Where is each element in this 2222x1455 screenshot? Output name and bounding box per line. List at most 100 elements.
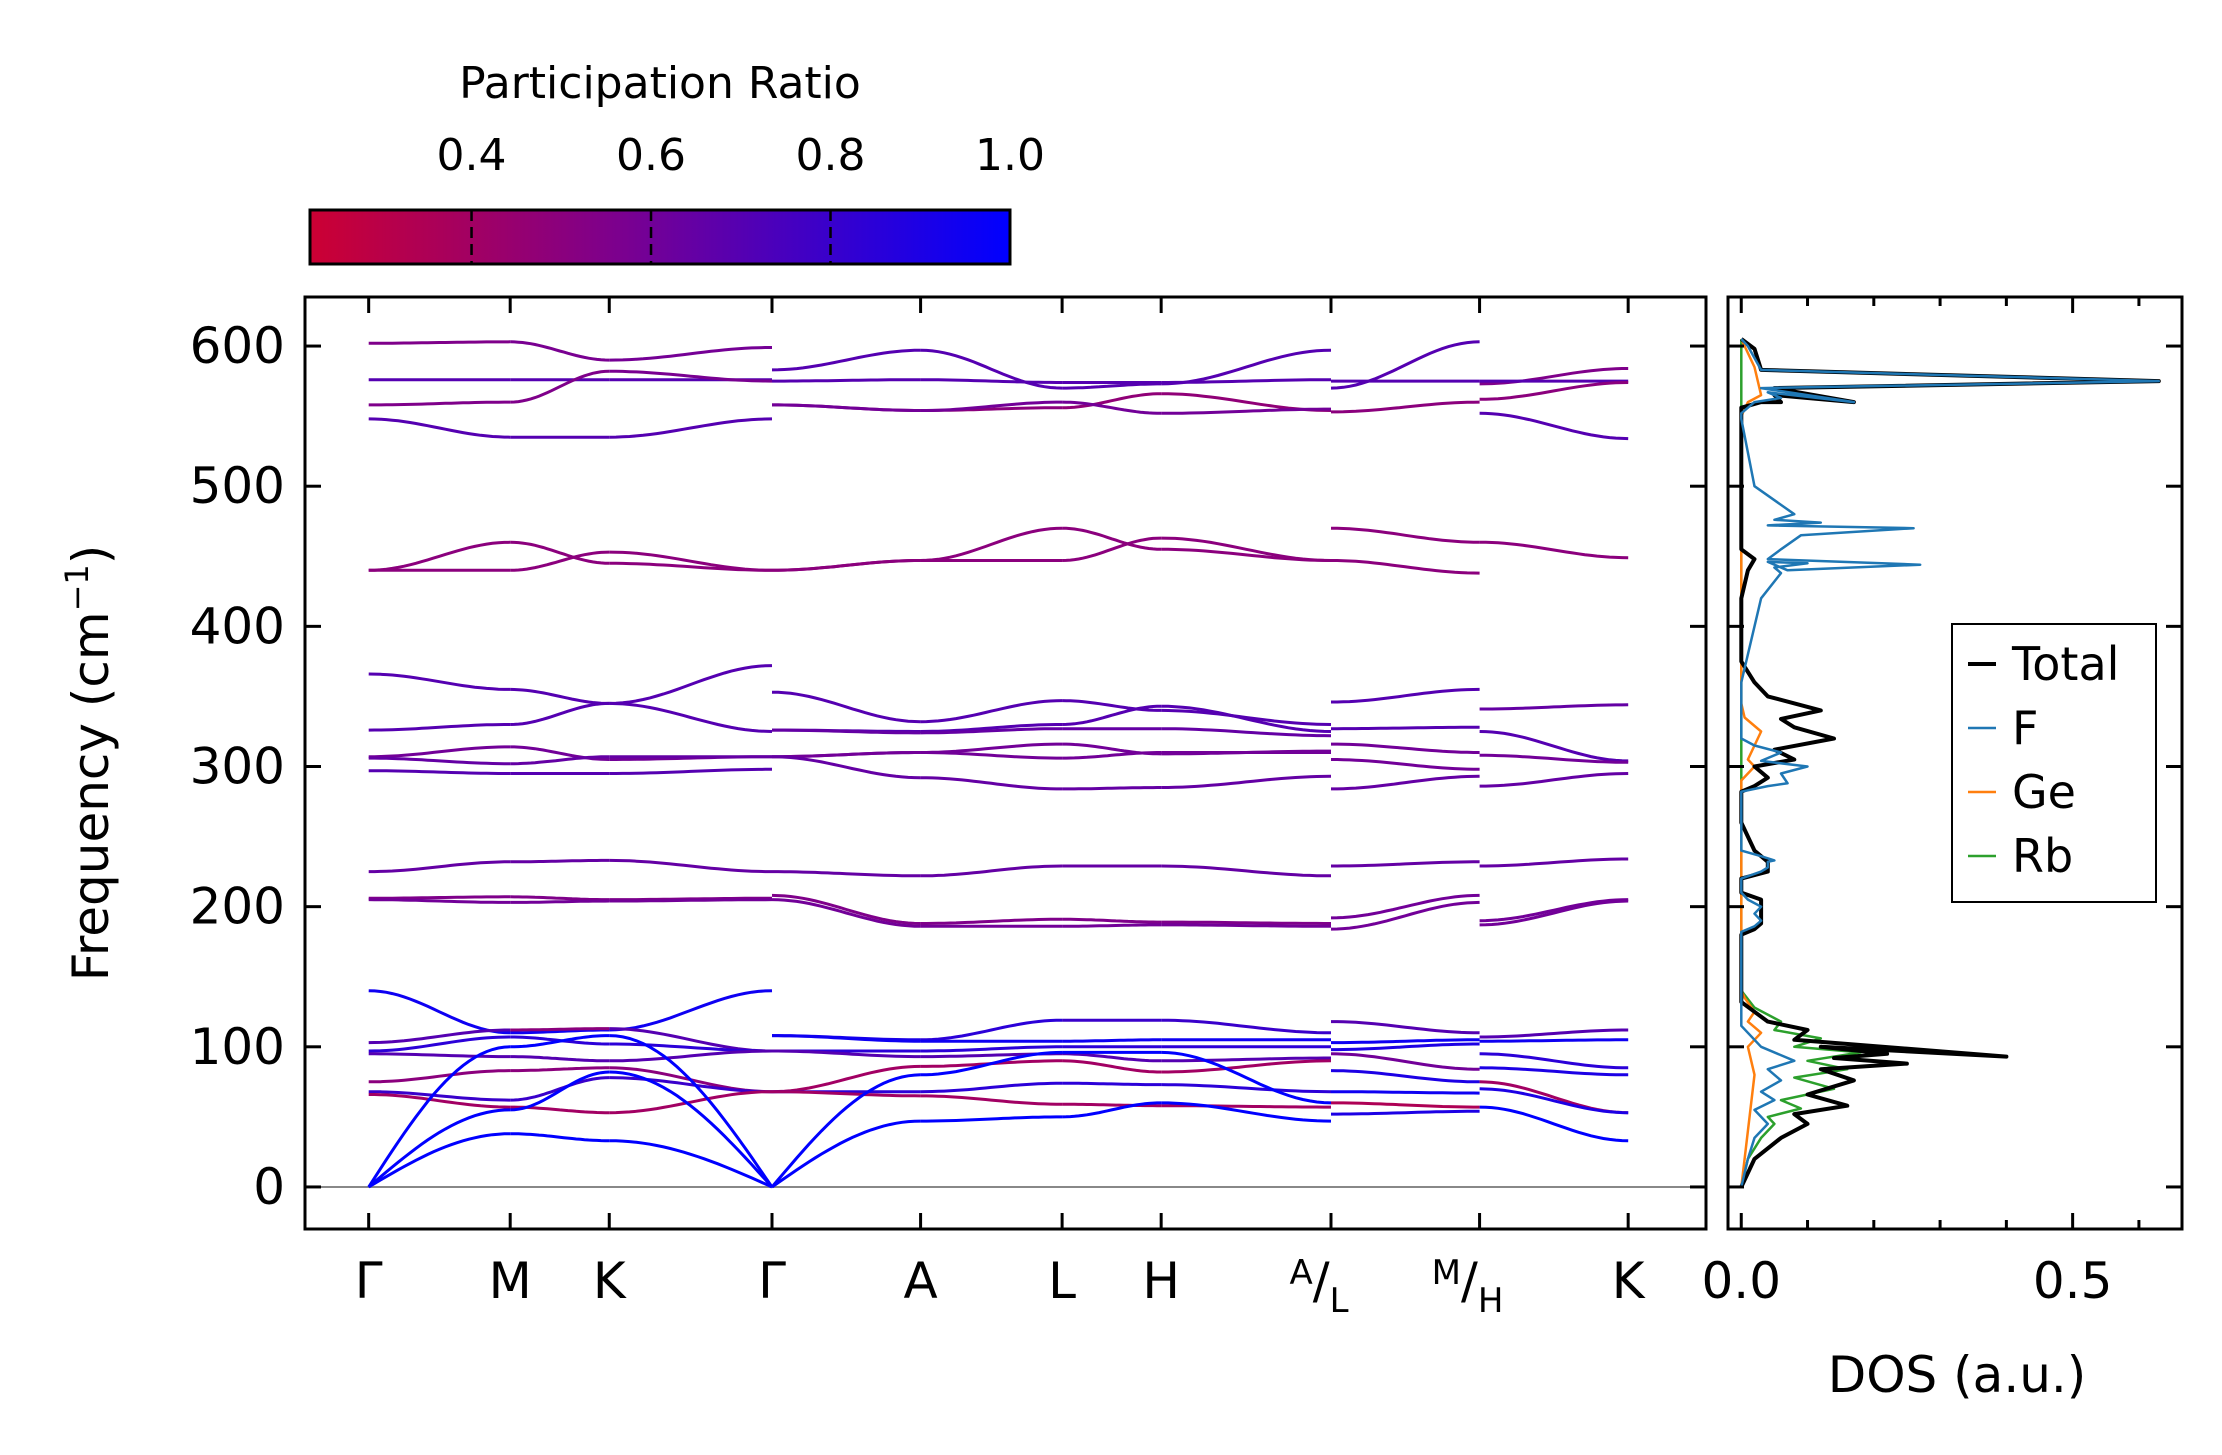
colorbar-gradient bbox=[308, 208, 1012, 266]
band-b45-seg-1 bbox=[510, 899, 610, 904]
band-b65-seg-3 bbox=[1161, 1018, 1332, 1035]
band-b3-seg-2 bbox=[609, 369, 773, 383]
band-b43-seg-1 bbox=[510, 858, 610, 864]
colorbar-tick-label: 0.6 bbox=[616, 130, 686, 181]
legend-entry-total: Total bbox=[1968, 637, 2119, 691]
band-b69-seg-3 bbox=[1161, 1059, 1332, 1074]
band-b73-seg-2 bbox=[1062, 1101, 1162, 1119]
band-b79 bbox=[1331, 1090, 1480, 1095]
band-b9 bbox=[1330, 340, 1480, 390]
band-b78-seg-0 bbox=[1330, 1069, 1480, 1084]
band-b16-seg-0 bbox=[368, 540, 511, 572]
band-b36-seg-0 bbox=[1331, 742, 1480, 754]
band-b81 bbox=[1331, 1109, 1480, 1116]
band-b47-seg-0 bbox=[771, 893, 921, 925]
band-b69-seg-2 bbox=[1062, 1059, 1162, 1074]
band-b62-seg-1 bbox=[510, 1034, 610, 1049]
band-b44-seg-1 bbox=[510, 895, 610, 902]
band-b23-seg-0 bbox=[368, 672, 511, 691]
band-b82-seg-0 bbox=[1479, 1028, 1629, 1039]
colorbar-tick-label: 1.0 bbox=[975, 130, 1045, 181]
band-b27-seg-0 bbox=[368, 769, 511, 775]
dos-series-f bbox=[1740, 338, 2161, 1188]
band-b70 bbox=[772, 1081, 1332, 1094]
band-b56-seg-0 bbox=[368, 1028, 511, 1045]
band-b4 bbox=[368, 417, 773, 439]
band-b20 bbox=[1330, 526, 1480, 544]
band-b55 bbox=[368, 989, 773, 1035]
band-b1-seg-0 bbox=[368, 340, 511, 345]
band-b65 bbox=[772, 1018, 1332, 1042]
band-b46-seg-1 bbox=[920, 864, 1063, 878]
x-tick-label: K bbox=[1612, 1252, 1646, 1310]
band-b66-seg-0 bbox=[772, 1034, 921, 1043]
band-b52 bbox=[1479, 857, 1629, 868]
band-b78 bbox=[1330, 1069, 1480, 1084]
band-b45-seg-2 bbox=[609, 898, 773, 903]
band-b32-seg-0 bbox=[772, 751, 921, 759]
band-b67 bbox=[772, 1045, 1331, 1053]
band-b12-seg-0 bbox=[1479, 367, 1629, 386]
band-b52-seg-0 bbox=[1479, 857, 1629, 868]
band-b73 bbox=[771, 1101, 1332, 1189]
band-b32-seg-2 bbox=[1062, 751, 1162, 760]
band-b7-seg-2 bbox=[1062, 392, 1162, 410]
band-b19 bbox=[772, 536, 1332, 572]
band-b61-seg-2 bbox=[609, 1090, 772, 1115]
band-b37 bbox=[1331, 758, 1480, 771]
band-b23-seg-1 bbox=[510, 687, 610, 705]
band-b72-seg-0 bbox=[770, 1073, 921, 1188]
dos-x-axis-title: DOS (a.u.) bbox=[1828, 1346, 2087, 1404]
band-b26 bbox=[368, 755, 772, 766]
band-b24-seg-2 bbox=[609, 701, 773, 733]
band-b84-seg-0 bbox=[1479, 1052, 1629, 1070]
band-b70-seg-3 bbox=[1161, 1083, 1332, 1094]
band-b30-seg-0 bbox=[772, 728, 921, 735]
band-b29-seg-2 bbox=[1062, 704, 1162, 726]
band-b48-seg-3 bbox=[1161, 923, 1331, 928]
band-b71-seg-1 bbox=[920, 1094, 1063, 1106]
colorbar-tick-label: 0.8 bbox=[796, 130, 866, 181]
band-b74-seg-0 bbox=[1331, 1020, 1480, 1035]
band-b64 bbox=[367, 1132, 773, 1189]
band-b46-seg-3 bbox=[1161, 864, 1331, 878]
y-tick-label: 0 bbox=[253, 1158, 285, 1216]
colorbar-title: Participation Ratio bbox=[459, 58, 861, 109]
band-b34-seg-0 bbox=[1331, 687, 1480, 704]
dos-panel: 0.0 0.5 DOS (a.u.) Total F Ge Rb bbox=[1701, 295, 2184, 1404]
band-b29-seg-1 bbox=[920, 723, 1063, 733]
band-b12 bbox=[1479, 367, 1629, 386]
band-b72-seg-1 bbox=[920, 1050, 1063, 1077]
band-b38-seg-0 bbox=[1331, 774, 1480, 791]
band-b1 bbox=[368, 340, 772, 362]
band-b3-seg-0 bbox=[368, 400, 511, 407]
band-b79-seg-0 bbox=[1331, 1090, 1480, 1095]
band-b28-seg-2 bbox=[1062, 699, 1162, 712]
band-b59-seg-1 bbox=[510, 1066, 610, 1073]
band-b33-seg-0 bbox=[771, 755, 921, 780]
legend-entry-rb: Rb bbox=[1968, 829, 2073, 883]
band-b88-seg-0 bbox=[1479, 1105, 1629, 1143]
band-b74 bbox=[1331, 1020, 1480, 1035]
band-b64-seg-0 bbox=[367, 1132, 511, 1189]
band-b71-seg-3 bbox=[1161, 1104, 1331, 1109]
band-b49 bbox=[1331, 860, 1480, 868]
band-b80 bbox=[1331, 1101, 1480, 1109]
band-b1-seg-2 bbox=[609, 346, 772, 362]
legend-entry-f: F bbox=[1968, 701, 2038, 755]
band-b64-seg-2 bbox=[609, 1139, 773, 1189]
band-b28-seg-0 bbox=[771, 690, 921, 724]
band-b41-seg-0 bbox=[1479, 753, 1629, 764]
band-b32 bbox=[772, 751, 1331, 760]
band-b39 bbox=[1479, 703, 1629, 711]
band-b24-seg-0 bbox=[368, 723, 511, 732]
y-tick-label: 200 bbox=[190, 878, 285, 936]
band-b45-seg-0 bbox=[368, 898, 511, 904]
band-b4-seg-2 bbox=[609, 417, 773, 439]
band-b70-seg-1 bbox=[920, 1081, 1063, 1094]
band-b47-seg-3 bbox=[1161, 920, 1331, 925]
band-b32-seg-1 bbox=[920, 751, 1063, 760]
band-b58 bbox=[368, 1049, 773, 1063]
band-b47 bbox=[771, 893, 1331, 925]
band-b65-seg-1 bbox=[920, 1018, 1063, 1042]
